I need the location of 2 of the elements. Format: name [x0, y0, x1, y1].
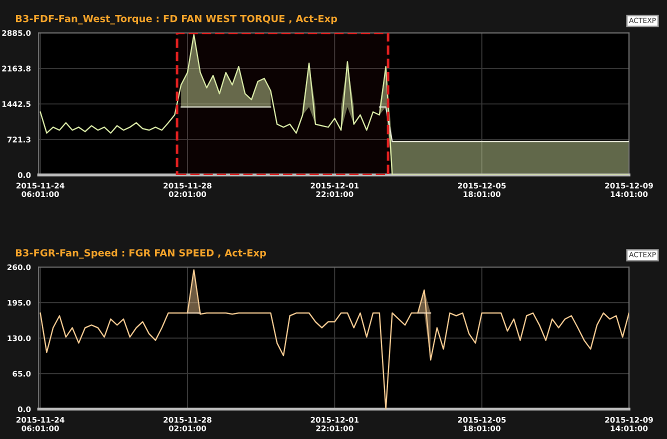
- chart-title: B3-FGR-Fan_Speed : FGR FAN SPEED , Act-Exp: [16, 248, 266, 259]
- chart-title: B3-FDF-Fan_West_Torque : FD FAN WEST TORQUE , Act-Exp: [16, 14, 338, 24]
